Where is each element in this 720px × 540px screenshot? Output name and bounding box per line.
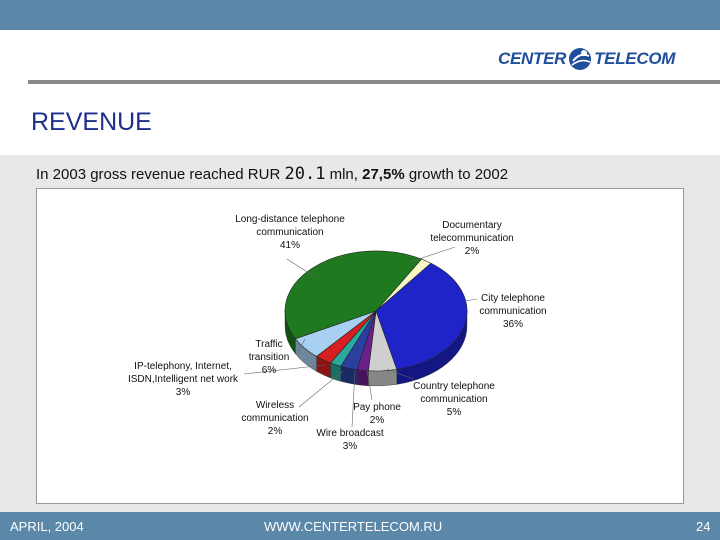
- pie-chart: Documentary telecommunication 2% City telep…: [128, 214, 547, 452]
- pie-wall-2: [368, 369, 397, 387]
- slice-label-line: 2%: [370, 415, 385, 426]
- slice-label-7: Traffic transition 6%: [249, 339, 290, 376]
- subtitle: In 2003 gross revenue reached RUR 20.1 m…: [36, 164, 508, 184]
- slice-label-line: IP-telephony, Internet,: [134, 361, 232, 372]
- slice-label-line: Pay phone: [353, 402, 401, 413]
- leader-line-0: [406, 246, 456, 264]
- slice-label-line: Wireless: [256, 400, 294, 411]
- slice-label-line: Wire broadcast: [316, 428, 383, 439]
- logo-text-left: CENTER: [498, 49, 567, 68]
- slice-label-1: City telephone communication 36%: [479, 293, 546, 330]
- leader-line-8: [286, 258, 316, 278]
- chart-frame: Documentary telecommunication 2% City telep…: [36, 188, 684, 504]
- leader-line-2: [386, 368, 414, 380]
- footer-date: APRIL, 2004: [10, 519, 84, 534]
- leader-line-5: [298, 370, 344, 408]
- subtitle-amount: 20.1: [284, 164, 326, 184]
- slice-label-line: communication: [256, 227, 323, 238]
- footer-url: WWW.CENTERTELECOM.RU: [264, 519, 443, 534]
- slice-label-line: communication: [420, 394, 487, 405]
- pie-slice-1: [375, 262, 468, 370]
- slice-label-line: 3%: [343, 441, 358, 452]
- subtitle-prefix: In 2003 gross revenue reached RUR: [36, 166, 285, 183]
- slice-label-line: Long-distance telephone: [235, 214, 345, 225]
- slice-label-4: Wire broadcast 3%: [316, 428, 383, 452]
- slice-label-line: 36%: [503, 319, 523, 330]
- slice-label-line: 6%: [262, 365, 277, 376]
- slice-label-line: Country telephone: [413, 381, 495, 392]
- leader-line-1: [464, 298, 478, 302]
- slice-label-6: IP-telephony, Internet, ISDN,Intelligent …: [128, 361, 239, 398]
- leader-line-6: [243, 364, 326, 375]
- slice-label-5: Wireless communication 2%: [241, 400, 308, 437]
- slice-label-2: Country telephone communication 5%: [413, 381, 495, 418]
- company-logo: CENTER TELECOM: [498, 44, 675, 74]
- slice-label-line: 3%: [176, 387, 191, 398]
- header-rule: [28, 80, 720, 84]
- slice-label-line: Traffic: [255, 339, 282, 350]
- footer: APRIL, 2004 WWW.CENTERTELECOM.RU 24: [0, 512, 720, 540]
- leader-line-7: [296, 338, 306, 355]
- slice-label-0: Documentary telecommunication 2%: [430, 220, 513, 257]
- pie-wall-3: [356, 369, 369, 387]
- slice-label-line: 41%: [280, 240, 300, 251]
- slice-label-line: communication: [479, 306, 546, 317]
- slice-label-3: Pay phone 2%: [353, 402, 401, 426]
- slice-label-line: Documentary: [442, 220, 501, 231]
- globe-icon: [569, 48, 592, 70]
- slice-label-line: telecommunication: [430, 233, 513, 244]
- slice-label-line: transition: [249, 352, 290, 363]
- top-bar: [0, 0, 720, 30]
- slice-label-line: communication: [241, 413, 308, 424]
- pie-slice-8: [284, 250, 423, 340]
- page-number: 24: [696, 519, 711, 534]
- subtitle-suffix: growth to 2002: [404, 166, 509, 183]
- slice-label-line: ISDN,Intelligent net work: [128, 374, 239, 385]
- slide-title: REVENUE: [31, 108, 152, 136]
- slice-label-line: 2%: [465, 246, 480, 257]
- subtitle-mid: mln,: [325, 166, 363, 183]
- slice-label-line: City telephone: [481, 293, 545, 304]
- leader-line-4: [351, 370, 356, 428]
- logo-text-right: TELECOM: [594, 49, 676, 68]
- leader-line-3: [366, 369, 373, 401]
- slice-label-line: 5%: [447, 407, 462, 418]
- slice-label-line: 2%: [268, 426, 283, 437]
- slice-label-8: Long-distance telephone communication 41%: [235, 214, 345, 251]
- subtitle-growth: 27,5%: [362, 166, 405, 183]
